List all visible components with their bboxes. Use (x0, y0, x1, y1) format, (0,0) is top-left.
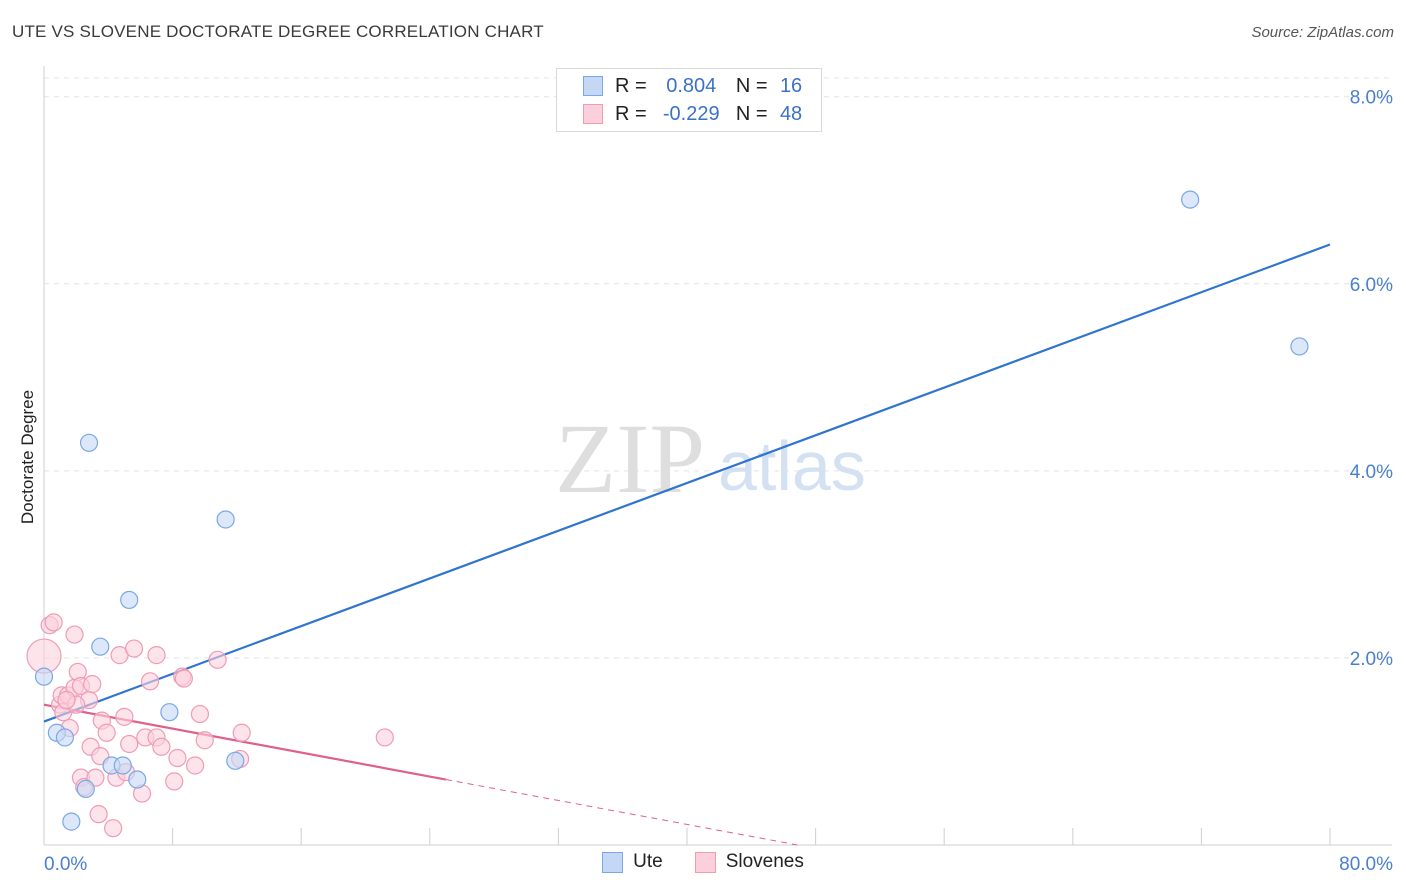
point-ute (160, 703, 179, 722)
stats-legend: R = 0.804 N = 16 R = -0.229 N = 48 (556, 68, 822, 132)
y-tick-label: 2.0% (1350, 649, 1393, 670)
legend-n-label: N = (735, 102, 768, 125)
y-axis-label: Doctorate Degree (18, 390, 37, 524)
watermark-zip: ZIP (555, 403, 705, 514)
point-ute (62, 812, 81, 831)
point-slovenes (89, 805, 108, 824)
point-ute (1181, 190, 1200, 209)
point-slovenes (44, 613, 63, 632)
point-slovenes (152, 737, 171, 756)
point-ute (120, 590, 139, 610)
point-slovenes (375, 728, 394, 747)
legend-r-label: R = (615, 74, 647, 97)
y-tick-label: 4.0% (1350, 462, 1393, 483)
point-slovenes (140, 672, 160, 691)
point-slovenes (115, 707, 134, 726)
point-ute (79, 433, 99, 452)
legend-row-slovenes: R = -0.229 N = 48 (583, 101, 809, 127)
legend-n-value: 48 (779, 102, 803, 125)
point-slovenes (147, 646, 166, 665)
series-legend-slovenes: Slovenes (694, 851, 804, 873)
trend-line-slovenes (43, 703, 447, 781)
series-label-slovenes: Slovenes (725, 851, 804, 872)
point-ute (91, 637, 110, 656)
x-tick-label: 0.0% (44, 854, 87, 875)
chart-title: UTE VS SLOVENE DOCTORATE DEGREE CORRELAT… (12, 22, 544, 41)
legend-swatch-slovenes (583, 104, 603, 124)
point-slovenes (190, 704, 210, 724)
source-label: Source: ZipAtlas.com (1251, 24, 1394, 41)
point-slovenes (174, 669, 193, 688)
legend-r-label: R = (615, 102, 647, 125)
point-ute (34, 667, 54, 686)
point-slovenes (208, 650, 227, 669)
series-swatch-slovenes (694, 851, 716, 873)
series-swatch-ute (602, 851, 624, 873)
legend-r-value: 0.804 (666, 74, 717, 97)
trend-line-ute (43, 243, 1331, 723)
legend-n-label: N = (735, 74, 768, 97)
y-tick-label: 8.0% (1350, 88, 1393, 109)
data-points (26, 190, 1309, 838)
point-ute (55, 728, 74, 747)
point-ute (128, 770, 147, 789)
legend-swatch-ute (583, 76, 603, 96)
point-ute (113, 756, 132, 775)
trend-lines (43, 243, 1331, 846)
point-slovenes (97, 723, 116, 742)
legend-r-value: -0.229 (662, 102, 720, 125)
watermark: ZIP atlas (555, 403, 866, 514)
point-slovenes (104, 819, 123, 838)
point-ute (76, 779, 95, 798)
point-slovenes (57, 690, 76, 710)
legend-n-value: 16 (779, 74, 803, 97)
point-slovenes (186, 756, 205, 775)
series-legend: Ute Slovenes (0, 851, 1406, 873)
x-tick-label: 80.0% (1339, 854, 1393, 875)
point-ute (216, 510, 235, 529)
tick-labels: 2.0% 4.0% 6.0% 8.0% 0.0% 80.0% (44, 88, 1393, 875)
axes (43, 66, 1392, 846)
trend-line-extension (445, 779, 798, 846)
point-slovenes (232, 723, 251, 742)
point-slovenes (120, 734, 139, 754)
point-slovenes (165, 772, 184, 791)
grid-lines (44, 77, 1392, 659)
series-label-ute: Ute (633, 851, 663, 872)
legend-row-ute: R = 0.804 N = 16 (583, 73, 809, 99)
point-ute (1290, 337, 1309, 356)
point-slovenes (168, 748, 187, 768)
point-ute (226, 751, 245, 770)
point-slovenes (195, 731, 214, 750)
watermark-atlas: atlas (718, 427, 866, 505)
series-legend-ute: Ute (602, 851, 663, 873)
y-tick-label: 6.0% (1350, 275, 1393, 296)
point-slovenes (65, 625, 84, 644)
point-slovenes (124, 639, 144, 658)
point-slovenes (83, 675, 102, 694)
